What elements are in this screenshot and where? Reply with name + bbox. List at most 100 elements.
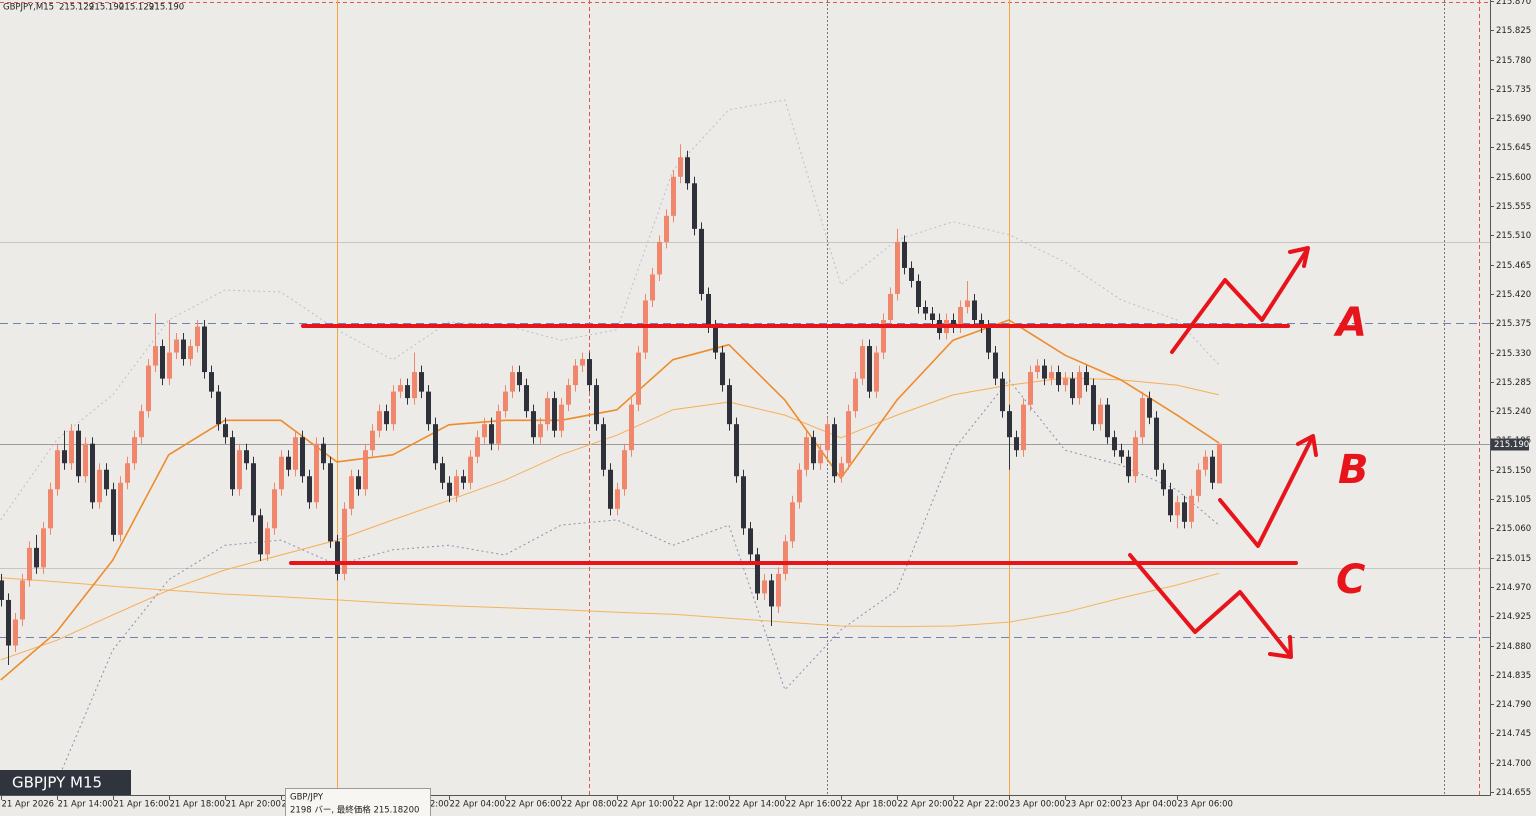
candle-body xyxy=(986,326,991,353)
y-tick-label: 214.925 xyxy=(1496,612,1531,622)
candle-body xyxy=(601,424,606,470)
candle-body xyxy=(258,515,263,555)
y-tick-label: 215.420 xyxy=(1496,290,1531,300)
candle-body xyxy=(20,580,25,620)
candle-body xyxy=(755,554,760,594)
x-tick-label: 22 Apr 14:00 xyxy=(730,800,785,810)
candle-body xyxy=(853,378,858,412)
candle-body xyxy=(440,463,445,483)
y-tick-label: 215.105 xyxy=(1496,495,1531,505)
candle-body xyxy=(454,476,459,496)
candle-body xyxy=(1182,502,1187,522)
candle-body xyxy=(979,320,984,327)
candle-body xyxy=(741,476,746,529)
candle-body xyxy=(573,365,578,386)
candle-body xyxy=(412,372,417,399)
candle-body xyxy=(426,391,431,425)
candle-body xyxy=(748,528,753,555)
y-tick-label: 215.555 xyxy=(1496,202,1531,212)
candle-body xyxy=(489,424,494,444)
x-tick-label: 21 Apr 14:00 xyxy=(58,800,113,810)
candle-body xyxy=(27,547,32,581)
candle-body xyxy=(6,599,11,646)
x-tick-label: 21 Apr 20:00 xyxy=(226,800,281,810)
candle-body xyxy=(580,359,585,366)
candle-body xyxy=(328,463,333,542)
candle-body xyxy=(195,326,200,347)
ohlc-label: 215.129 xyxy=(119,3,154,13)
ohlc-label: 215.190 xyxy=(89,3,124,13)
candle-body xyxy=(888,293,893,321)
candle-body xyxy=(566,385,571,405)
arrow-c xyxy=(1128,553,1292,657)
candle-body xyxy=(468,456,473,483)
candle-body xyxy=(433,424,438,464)
candle-body xyxy=(874,352,879,392)
y-tick-label: 215.150 xyxy=(1496,466,1531,476)
candle-body xyxy=(1063,378,1068,386)
y-tick-label: 215.780 xyxy=(1496,56,1531,66)
candle-body xyxy=(209,372,214,392)
candle-body xyxy=(524,385,529,412)
candle-body xyxy=(1035,365,1040,373)
candle-body xyxy=(958,306,963,327)
candle-body xyxy=(797,469,802,503)
candle-body xyxy=(188,346,193,360)
y-tick-label: 215.375 xyxy=(1496,319,1531,329)
arrow-b-head xyxy=(1296,434,1318,457)
candle-body xyxy=(1210,456,1215,483)
y-tick-label: 215.015 xyxy=(1496,554,1531,564)
y-tick-label: 214.880 xyxy=(1496,642,1531,652)
candle-body xyxy=(160,346,165,379)
candle-body xyxy=(398,385,403,392)
candle-body xyxy=(349,476,354,509)
y-tick-label: 215.510 xyxy=(1496,231,1531,241)
candle-body xyxy=(391,391,396,425)
x-tick-label: 22 Apr 20:00 xyxy=(898,800,953,810)
x-tick-label: 22 Apr 18:00 xyxy=(842,800,897,810)
y-tick-label: 215.060 xyxy=(1496,524,1531,534)
candle-body xyxy=(202,326,207,373)
candle-body xyxy=(1217,443,1222,484)
x-tick-label: 21 Apr 16:00 xyxy=(114,800,169,810)
candle-body xyxy=(1021,404,1026,451)
candle-body xyxy=(167,352,172,379)
candle-body xyxy=(916,280,921,307)
indicator-line xyxy=(0,99,1220,521)
tooltip: GBP/JPY 2198 バー, 最終価格 215.18200 xyxy=(285,788,431,816)
x-tick-label: 23 Apr 06:00 xyxy=(1178,800,1233,810)
candle-body xyxy=(237,450,242,490)
candle-body xyxy=(90,443,95,503)
candle-body xyxy=(895,241,900,294)
tooltip-box xyxy=(285,788,431,816)
candle-body xyxy=(132,437,137,464)
candle-body xyxy=(965,300,970,307)
candle-body xyxy=(69,430,74,464)
candle-body xyxy=(139,411,144,438)
candle-body xyxy=(881,320,886,353)
candle-body xyxy=(377,411,382,431)
candle-body xyxy=(41,528,46,568)
candle-body xyxy=(1175,502,1180,516)
candle-body xyxy=(545,398,550,425)
x-tick-label: 23 Apr 04:00 xyxy=(1122,800,1177,810)
candle-body xyxy=(559,404,564,431)
x-tick-label: 23 Apr 02:00 xyxy=(1066,800,1121,810)
candle-body xyxy=(629,404,634,451)
candle-body xyxy=(48,489,53,529)
candle-body xyxy=(552,398,557,431)
candle-body xyxy=(482,424,487,438)
candle-body xyxy=(118,482,123,535)
candle-body xyxy=(860,346,865,379)
candle-body xyxy=(76,430,81,477)
candle-body xyxy=(230,437,235,490)
candle-body xyxy=(517,372,522,386)
candle-body xyxy=(832,424,837,477)
candle-body xyxy=(321,443,326,464)
candle-body xyxy=(930,313,935,321)
symbol-badge xyxy=(0,770,131,795)
y-tick-label: 214.700 xyxy=(1496,759,1531,769)
candle-body xyxy=(125,463,130,483)
candle-body xyxy=(1084,372,1089,386)
annotation-label: A xyxy=(1333,300,1367,346)
